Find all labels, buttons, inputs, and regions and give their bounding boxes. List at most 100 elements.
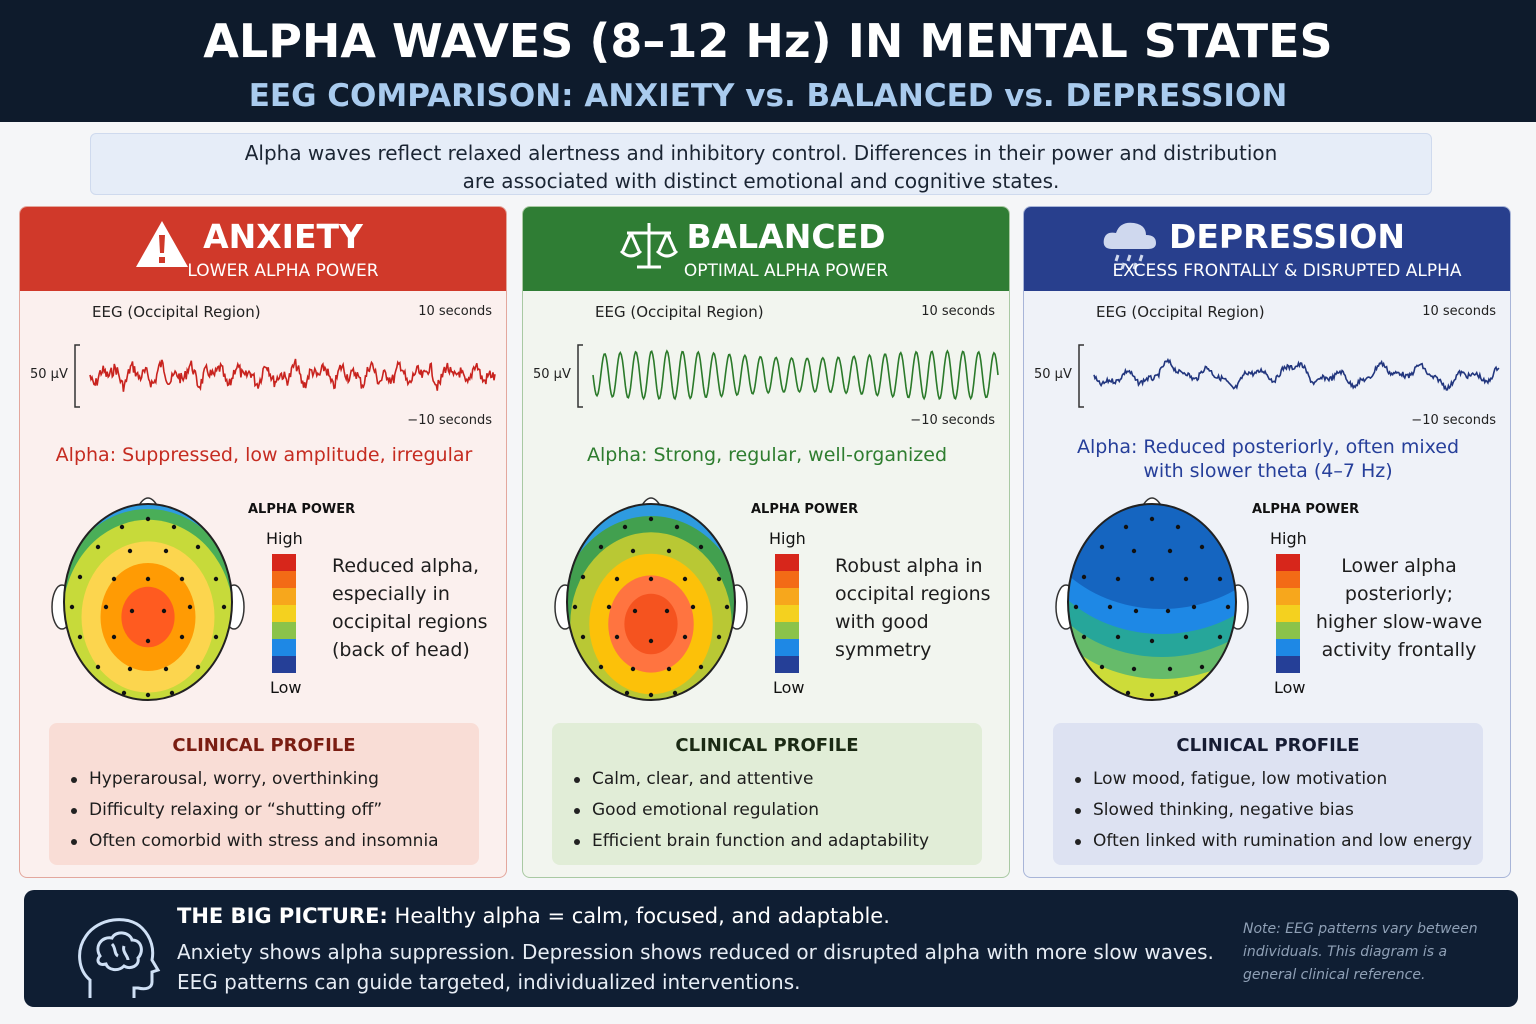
legend-swatch	[272, 588, 296, 605]
electrode	[630, 548, 636, 554]
brain-icon	[78, 918, 161, 998]
legend-swatch	[1276, 588, 1300, 605]
profile-item: Hyperarousal, worry, overthinking	[71, 769, 379, 789]
profile-item: Good emotional regulation	[573, 800, 820, 820]
electrode	[69, 604, 75, 610]
electrode	[598, 664, 604, 670]
panel-icon	[1103, 222, 1156, 270]
electrode	[163, 548, 169, 554]
electrode	[614, 634, 620, 640]
panel-subtitle: LOWER ALPHA POWER	[187, 261, 379, 281]
head-map	[554, 497, 748, 701]
electrode	[672, 690, 678, 696]
legend-high: High	[266, 529, 303, 548]
electrode	[1115, 576, 1121, 582]
head-outline	[1067, 503, 1237, 701]
electrode	[690, 604, 696, 610]
eeg-trace	[74, 344, 496, 408]
electrode	[1133, 608, 1139, 614]
head-zone	[624, 593, 678, 655]
footer-body-0: Anxiety shows alpha suppression. Depress…	[177, 940, 1214, 964]
electrode	[580, 574, 586, 580]
electrode	[666, 548, 672, 554]
legend-swatch	[1276, 622, 1300, 639]
footer-heading-text: Healthy alpha = calm, focused, and adapt…	[394, 904, 890, 928]
electrode	[716, 634, 722, 640]
electrode	[95, 664, 101, 670]
eeg-trace	[577, 344, 999, 408]
scale-bracket	[74, 344, 80, 408]
electrode	[630, 666, 636, 672]
legend-low: Low	[1274, 678, 1306, 697]
eeg-duration-bottom: −10 seconds	[910, 413, 995, 428]
electrode	[1107, 604, 1113, 610]
electrode	[724, 604, 730, 610]
profile-title: CLINICAL PROFILE	[675, 735, 859, 756]
electrode	[1149, 516, 1155, 522]
legend-swatch	[272, 554, 296, 571]
eeg-scale: 50 µV	[30, 367, 68, 382]
description: Robust alpha in occipital regions with g…	[835, 555, 991, 661]
electrode	[77, 634, 83, 640]
electrode	[77, 574, 83, 580]
legend-low: Low	[773, 678, 805, 697]
head-zone	[121, 586, 175, 648]
wave	[592, 349, 999, 401]
electrode	[614, 576, 620, 582]
electrode	[648, 576, 654, 582]
electrode	[103, 604, 109, 610]
warning-mark	[159, 235, 165, 263]
electrode	[221, 604, 227, 610]
electrode	[145, 692, 151, 698]
electrode	[195, 664, 201, 670]
electrode	[648, 638, 654, 644]
panel-title: BALANCED	[686, 217, 886, 256]
profile-item: Often linked with rumination and low ene…	[1074, 831, 1473, 851]
profile-title: CLINICAL PROFILE	[172, 735, 356, 756]
scale-bracket	[577, 344, 583, 408]
clinical-profile: CLINICAL PROFILE Low mood, fatigue, low m…	[1053, 723, 1483, 865]
electrode	[1165, 608, 1171, 614]
alpha-note: Alpha: Strong, regular, well-organized	[586, 444, 948, 466]
eeg-scale: 50 µV	[1034, 367, 1072, 382]
legend-swatch	[775, 639, 799, 656]
rain-icon	[1114, 254, 1144, 270]
electrode	[698, 544, 704, 550]
footer: THE BIG PICTURE: Healthy alpha = calm, f…	[24, 890, 1518, 1007]
footer-heading-line: THE BIG PICTURE: Healthy alpha = calm, f…	[177, 904, 890, 928]
clinical-profile: CLINICAL PROFILE Calm, clear, and attenti…	[552, 723, 982, 865]
electrode	[145, 638, 151, 644]
legend-swatch	[272, 639, 296, 656]
header	[0, 0, 1536, 122]
profile-item: Calm, clear, and attentive	[573, 769, 814, 789]
electrode	[632, 608, 638, 614]
legend-high: High	[1270, 529, 1307, 548]
electrode	[1217, 634, 1223, 640]
electrode	[111, 634, 117, 640]
head-outline	[566, 503, 736, 701]
electrode	[169, 690, 175, 696]
eeg-scale: 50 µV	[533, 367, 571, 382]
electrode	[1199, 664, 1205, 670]
electrode	[1125, 690, 1131, 696]
eeg-duration-bottom: −10 seconds	[407, 413, 492, 428]
panel-icon	[136, 221, 188, 267]
legend-swatch	[775, 605, 799, 622]
panel-subtitle: OPTIMAL ALPHA POWER	[683, 261, 889, 281]
wave	[89, 358, 496, 392]
head-map	[51, 497, 245, 701]
electrode	[1225, 604, 1231, 610]
electrode	[1073, 604, 1079, 610]
profile-item: Efficient brain function and adaptabilit…	[573, 831, 930, 851]
intro: Alpha waves reflect relaxed alertness an…	[90, 133, 1432, 195]
electrode	[1099, 664, 1105, 670]
electrode	[95, 544, 101, 550]
eeg-trace	[1078, 344, 1500, 408]
legend-swatch	[1276, 605, 1300, 622]
legend-swatch	[775, 622, 799, 639]
electrode	[622, 524, 628, 530]
footer-note: Note: EEG patterns vary between individu…	[1243, 921, 1478, 983]
electrode	[674, 524, 680, 530]
electrode	[163, 666, 169, 672]
electrode	[171, 524, 177, 530]
